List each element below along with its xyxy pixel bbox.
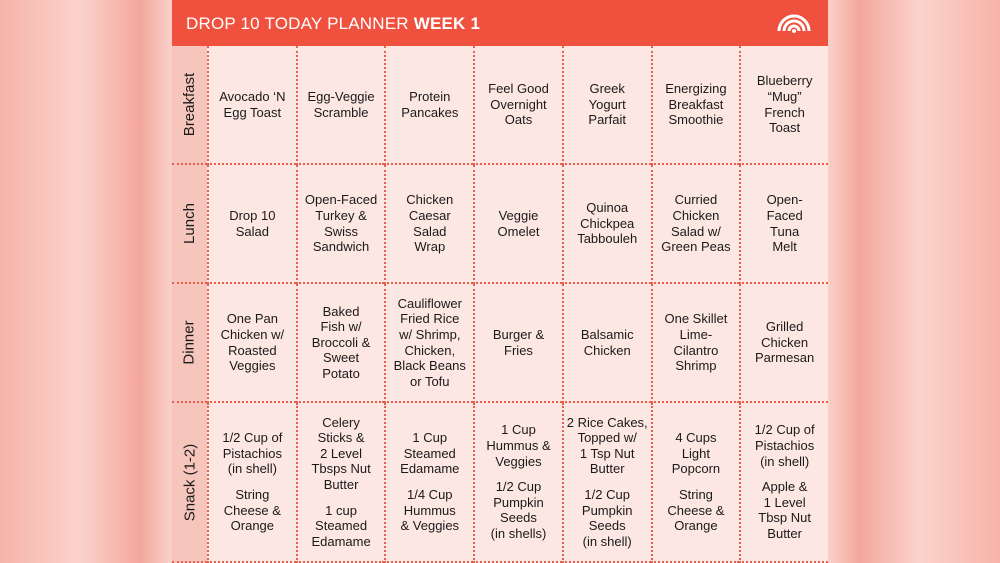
meal-item: Feel Good Overnight Oats <box>488 81 549 128</box>
meal-cell: Baked Fish w/ Broccoli & Sweet Potato <box>295 284 385 403</box>
meal-item: 1/2 Cup Pumpkin Seeds (in shell) <box>581 487 633 549</box>
meal-cell: 4 Cups Light Popcorn String Cheese & Oran… <box>650 403 740 563</box>
meal-cell: 2 Rice Cakes, Topped w/ 1 Tsp Nut Butter… <box>561 403 651 563</box>
meal-item: Apple & 1 Level Tbsp Nut Butter <box>758 479 812 541</box>
row-label-cell: Dinner <box>172 284 207 403</box>
meal-item: Quinoa Chickpea Tabbouleh <box>577 200 638 247</box>
meal-cell: Avocado ‘N Egg Toast <box>207 46 296 165</box>
meal-cell: Egg-Veggie Scramble <box>295 46 385 165</box>
meal-cell: Blueberry “Mug” French Toast <box>739 46 828 165</box>
header-title-line: DROP 10 TODAY PLANNER WEEK 1 <box>186 14 480 34</box>
meal-item: Baked Fish w/ Broccoli & Sweet Potato <box>311 303 371 381</box>
meal-item: One Skillet Lime- Cilantro Shrimp <box>664 311 728 374</box>
meal-item: Protein Pancakes <box>401 88 459 120</box>
meal-item: Open- Faced Tuna Melt <box>766 192 803 255</box>
meal-table: Breakfast Avocado ‘N Egg Toast Egg-Veggie … <box>172 46 828 563</box>
meal-item: 1/2 Cup Pumpkin Seeds (in shells) <box>490 479 547 541</box>
meal-cell: 1 Cup Hummus & Veggies 1/2 Cup Pumpkin Se… <box>473 403 562 563</box>
meal-item: Cauliflower Fried Rice w/ Shrimp, Chicke… <box>393 295 466 389</box>
week: WEEK 1 <box>413 14 481 33</box>
meal-cell: 1 Cup Steamed Edamame 1/4 Cup Hummus & Ve… <box>384 403 474 563</box>
meal-item: String Cheese & Orange <box>667 487 725 534</box>
meal-item: Greek Yogurt Parfait <box>588 81 626 128</box>
meal-cell: Veggie Omelet <box>473 165 562 284</box>
meal-item: 1/2 Cup of Pistachios (in shell) <box>754 422 815 469</box>
meal-item: 1/4 Cup Hummus & Veggies <box>400 487 460 534</box>
meal-cell: Balsamic Chicken <box>561 284 651 403</box>
meal-item: Balsamic Chicken <box>580 326 634 358</box>
row-label: Lunch <box>181 203 198 244</box>
planner-card: DROP 10 TODAY PLANNER WEEK 1 Breakfast Av… <box>172 0 828 563</box>
meal-item: 1 cup Steamed Edamame <box>311 502 371 549</box>
meal-cell: Chicken Caesar Salad Wrap <box>384 165 474 284</box>
meal-item: String Cheese & Orange <box>223 487 281 534</box>
meal-item: Veggie Omelet <box>497 207 540 239</box>
meal-item: Curried Chicken Salad w/ Green Peas <box>661 192 731 255</box>
meal-cell: 1/2 Cup of Pistachios (in shell) String C… <box>207 403 296 563</box>
row-label-cell: Breakfast <box>172 46 207 165</box>
meal-cell: Grilled Chicken Parmesan <box>739 284 828 403</box>
meal-item: Egg-Veggie Scramble <box>307 88 375 120</box>
meal-cell: Energizing Breakfast Smoothie <box>650 46 740 165</box>
meal-item: 2 Rice Cakes, Topped w/ 1 Tsp Nut Butter <box>566 414 648 477</box>
header: DROP 10 TODAY PLANNER WEEK 1 <box>172 0 828 46</box>
meal-cell: One Skillet Lime- Cilantro Shrimp <box>650 284 740 403</box>
meal-item: Avocado ‘N Egg Toast <box>219 88 286 120</box>
row-label-cell: Snack (1-2) <box>172 403 207 563</box>
meal-cell: Protein Pancakes <box>384 46 474 165</box>
row-label: Breakfast <box>181 72 198 137</box>
meal-cell: Curried Chicken Salad w/ Green Peas <box>650 165 740 284</box>
meal-item: Open-Faced Turkey & Swiss Sandwich <box>304 192 378 255</box>
row-label: Dinner <box>181 320 198 365</box>
meal-item: Energizing Breakfast Smoothie <box>665 81 727 128</box>
row-label-cell: Lunch <box>172 165 207 284</box>
meal-cell: Feel Good Overnight Oats <box>473 46 562 165</box>
meal-item: 1/2 Cup of Pistachios (in shell) <box>222 430 283 477</box>
meal-cell: Open-Faced Turkey & Swiss Sandwich <box>295 165 385 284</box>
meal-item: 1 Cup Hummus & Veggies <box>486 422 551 469</box>
meal-cell: Cauliflower Fried Rice w/ Shrimp, Chicke… <box>384 284 474 403</box>
meal-cell: One Pan Chicken w/ Roasted Veggies <box>207 284 296 403</box>
meal-cell: Greek Yogurt Parfait <box>561 46 651 165</box>
meal-cell: Celery Sticks & 2 Level Tbsps Nut Butter… <box>295 403 385 563</box>
row-label: Snack (1-2) <box>181 443 198 521</box>
meal-cell: 1/2 Cup of Pistachios (in shell) Apple & … <box>739 403 828 563</box>
meal-item: One Pan Chicken w/ Roasted Veggies <box>220 311 285 374</box>
meal-item: Grilled Chicken Parmesan <box>755 319 815 366</box>
title: DROP 10 TODAY PLANNER <box>186 14 409 33</box>
meal-item: Blueberry “Mug” French Toast <box>756 73 813 136</box>
meal-item: Chicken Caesar Salad Wrap <box>406 192 454 255</box>
meal-cell: Open- Faced Tuna Melt <box>739 165 828 284</box>
meal-item: Celery Sticks & 2 Level Tbsps Nut Butter <box>311 414 371 492</box>
meal-cell: Burger & Fries <box>473 284 562 403</box>
meal-cell: Drop 10 Salad <box>207 165 296 284</box>
meal-cell: Quinoa Chickpea Tabbouleh <box>561 165 651 284</box>
meal-item: 4 Cups Light Popcorn <box>671 430 721 477</box>
meal-item: Burger & Fries <box>492 326 545 358</box>
logo <box>777 14 811 33</box>
meal-item: Drop 10 Salad <box>229 207 276 239</box>
meal-item: 1 Cup Steamed Edamame <box>400 430 460 477</box>
